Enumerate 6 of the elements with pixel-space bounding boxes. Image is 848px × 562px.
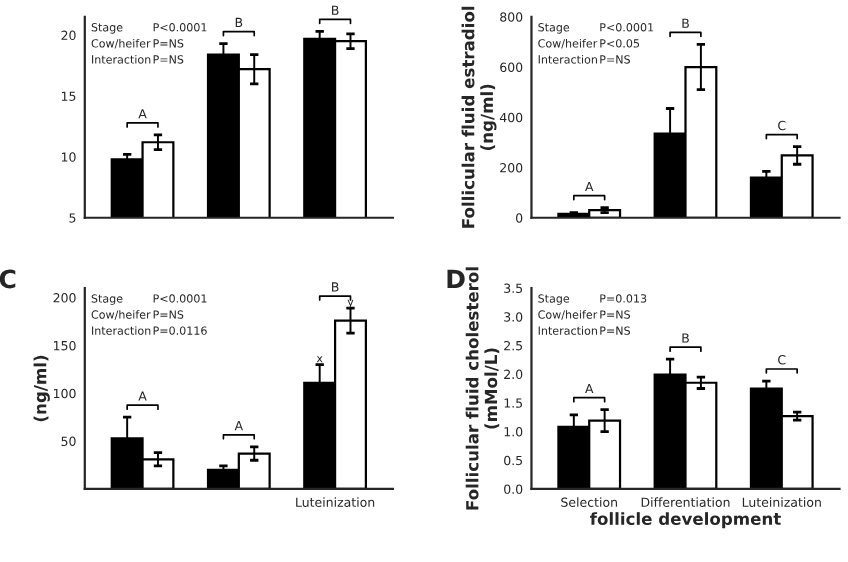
y-axis-title: Follicular fluid cholesterol (mMol/L) <box>465 267 500 510</box>
y-axis-title: (ng/ml) <box>33 355 50 422</box>
chart-title: C <box>0 269 16 289</box>
y-axis-title: Follicular fluid estradiol (ng/ml) <box>461 6 497 228</box>
x-axis-title: follicle development <box>590 512 781 529</box>
chart-title: D <box>447 269 465 289</box>
